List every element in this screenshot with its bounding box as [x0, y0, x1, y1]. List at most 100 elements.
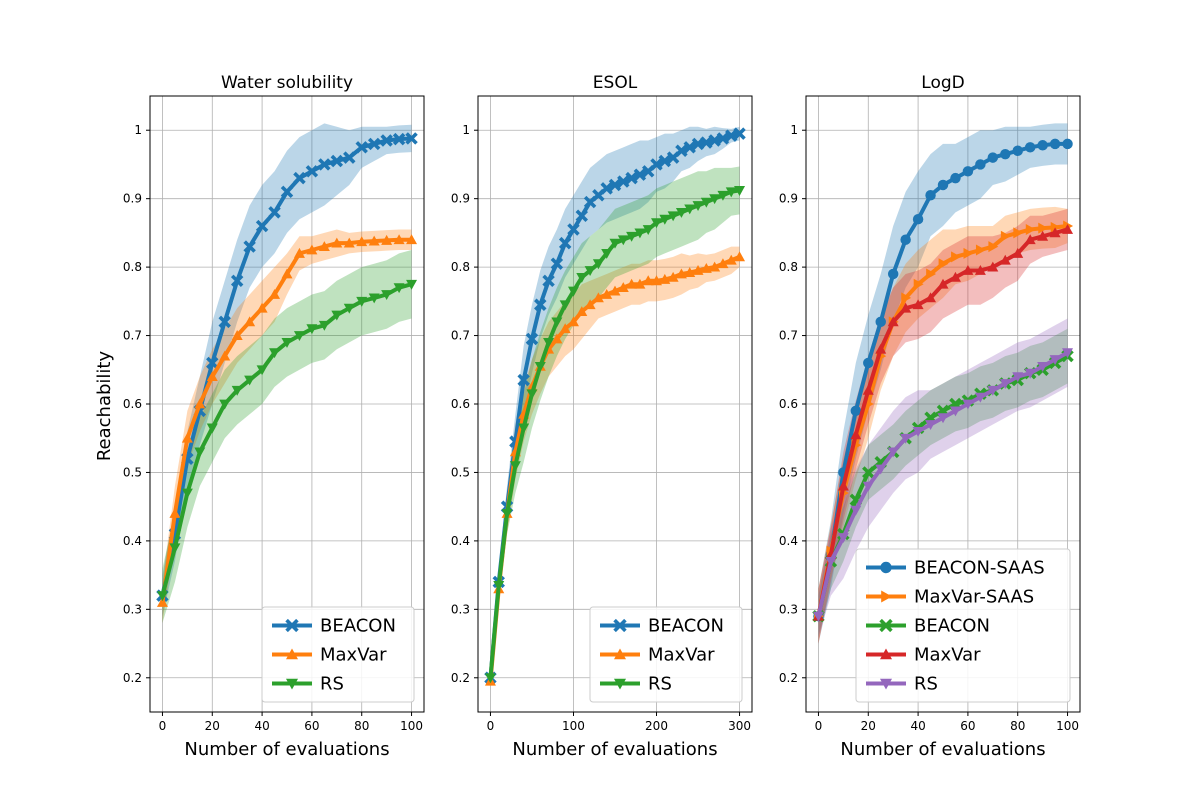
data-point-rs	[725, 187, 737, 198]
data-point-rs	[393, 283, 405, 294]
x-tick-label: 40	[910, 719, 925, 733]
data-point-rs	[667, 211, 679, 222]
data-point-maxvar	[181, 432, 193, 443]
y-tick-label: 0.3	[451, 602, 470, 616]
data-point-rs	[206, 423, 218, 434]
data-point-rs	[949, 406, 961, 417]
data-point-rs	[1062, 348, 1074, 359]
data-point-rs	[626, 231, 638, 242]
data-point-maxvar	[219, 350, 231, 361]
plot-area	[812, 123, 1074, 644]
data-point-rs	[493, 580, 505, 591]
data-point-rs	[518, 423, 530, 434]
legend-label: BEACON-SAAS	[914, 558, 1045, 579]
data-point-maxvar	[406, 234, 418, 245]
data-point-rs	[601, 249, 613, 259]
data-point-rs	[484, 673, 496, 684]
data-point-maxvar-saas	[938, 258, 949, 270]
data-point-maxvar	[584, 299, 596, 310]
data-point-rs	[700, 197, 712, 208]
data-point-beacon-stroke-b	[650, 158, 663, 171]
data-point-beacon-stroke-b	[305, 165, 319, 178]
confidence-band-beacon	[818, 328, 1068, 637]
data-point-maxvar	[306, 244, 318, 255]
data-point-maxvar	[609, 285, 621, 296]
data-point-rs	[331, 310, 343, 321]
data-point-maxvar	[1062, 223, 1074, 234]
data-point-beacon-saas	[1049, 138, 1061, 150]
data-point-beacon-stroke-b	[625, 171, 638, 185]
y-tick-label: 0.8	[123, 260, 142, 274]
x-tick-label: 0	[487, 719, 495, 733]
data-point-rs	[356, 296, 368, 307]
legend-label: BEACON	[914, 616, 990, 637]
legend-box	[855, 548, 1071, 703]
data-point-beacon-stroke-b	[862, 466, 875, 479]
data-point-rs	[343, 303, 355, 314]
data-point-beacon-saas	[1024, 142, 1036, 153]
data-point-rs	[509, 461, 521, 472]
y-tick-label: 0.3	[779, 602, 798, 616]
data-point-rs	[684, 204, 696, 215]
legend: BEACON MaxVar RS	[589, 606, 743, 703]
data-point-maxvar	[169, 508, 181, 518]
y-tick-label: 1	[134, 123, 142, 137]
data-point-maxvar	[156, 596, 168, 607]
data-point-beacon-stroke-b	[608, 178, 622, 192]
data-point-maxvar-saas	[951, 251, 961, 263]
legend-label: BEACON	[648, 616, 724, 637]
legend-marker	[881, 590, 892, 603]
data-point-beacon-stroke-b	[600, 182, 613, 195]
data-point-beacon-stroke-b	[218, 315, 231, 329]
legend-item: MaxVar	[600, 645, 715, 666]
data-point-maxvar	[850, 429, 862, 440]
x-tick-label: 40	[254, 719, 269, 733]
data-point-rs	[293, 331, 305, 342]
data-point-maxvar-saas	[1050, 221, 1061, 233]
data-point-maxvar	[269, 288, 281, 299]
data-point-beacon-saas	[863, 357, 874, 369]
data-point-rs	[974, 392, 986, 403]
data-point-rs	[256, 365, 268, 376]
legend-item: BEACON	[600, 616, 724, 637]
data-point-rs	[281, 338, 293, 348]
data-point-beacon-stroke-b	[280, 185, 294, 199]
data-point-beacon-stroke-b	[525, 332, 539, 346]
data-point-rs	[231, 385, 243, 396]
data-point-rs	[567, 286, 579, 297]
data-point-maxvar-saas	[926, 268, 937, 280]
chart-title: ESOL	[593, 73, 638, 93]
data-point-beacon-stroke-b	[405, 132, 418, 145]
data-point-rs	[1049, 355, 1061, 366]
data-point-beacon-saas	[875, 316, 886, 328]
data-point-beacon-saas	[1000, 148, 1011, 160]
data-point-beacon-stroke-b	[708, 134, 721, 147]
data-point-maxvar-saas	[988, 241, 999, 253]
data-point-rs	[617, 235, 629, 246]
data-point-rs	[1024, 368, 1036, 379]
data-point-rs	[584, 266, 596, 277]
data-point-beacon-stroke-b	[733, 127, 746, 140]
legend-item: RS	[866, 674, 938, 695]
data-point-maxvar	[962, 265, 974, 275]
data-point-maxvar-saas	[901, 292, 912, 304]
data-point-maxvar	[675, 268, 687, 279]
x-tick-label: 60	[960, 719, 975, 733]
data-point-maxvar	[725, 254, 737, 265]
data-point-maxvar	[875, 343, 887, 354]
data-point-rs	[709, 194, 721, 205]
data-point-maxvar	[576, 306, 588, 316]
y-axis-label: Reachability	[94, 351, 115, 462]
y-tick-label: 0.7	[451, 329, 470, 343]
data-point-maxvar-saas	[1038, 222, 1049, 234]
legend-box	[589, 606, 743, 703]
data-point-rs	[925, 420, 937, 431]
data-point-rs	[406, 279, 418, 290]
chart-title: LogD	[921, 73, 964, 93]
data-point-maxvar	[659, 273, 671, 284]
data-point-beacon-stroke-b	[617, 175, 630, 188]
confidence-band-rs	[162, 250, 412, 624]
data-point-rs	[734, 186, 746, 196]
x-tick-label: 100	[1056, 719, 1079, 733]
